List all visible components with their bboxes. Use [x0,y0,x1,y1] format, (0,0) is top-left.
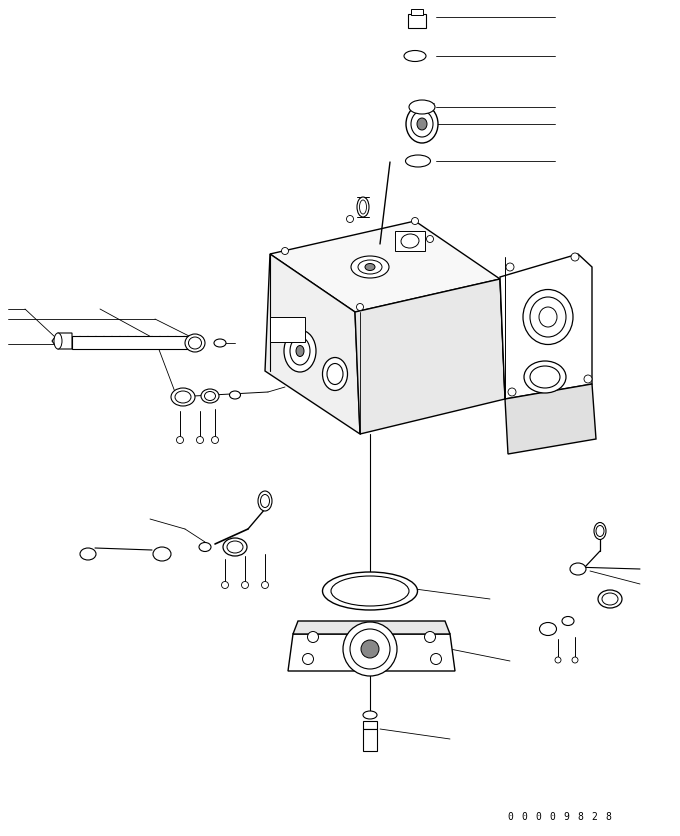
Ellipse shape [153,548,171,561]
Ellipse shape [185,334,205,353]
Text: 0: 0 [521,811,527,821]
Ellipse shape [562,617,574,626]
Circle shape [571,253,579,262]
Ellipse shape [406,106,438,144]
Circle shape [555,657,561,663]
Polygon shape [355,280,505,435]
Circle shape [262,582,269,589]
Circle shape [211,437,218,444]
Ellipse shape [598,590,622,609]
Polygon shape [505,385,596,455]
Polygon shape [270,222,500,313]
Ellipse shape [171,389,195,406]
Circle shape [361,640,379,658]
Circle shape [307,632,318,643]
Ellipse shape [365,264,375,271]
Ellipse shape [322,358,347,391]
Ellipse shape [351,257,389,278]
Bar [411,10,423,16]
Ellipse shape [594,522,606,540]
Circle shape [411,218,418,225]
Circle shape [584,375,592,384]
Circle shape [177,437,184,444]
Circle shape [282,248,288,255]
Text: 0: 0 [535,811,541,821]
Ellipse shape [524,361,566,394]
Text: 8: 8 [577,811,583,821]
Circle shape [430,654,441,665]
Circle shape [343,622,397,676]
Polygon shape [265,255,360,435]
Ellipse shape [80,548,96,560]
Ellipse shape [357,198,369,217]
Circle shape [222,582,228,589]
Ellipse shape [409,101,435,115]
Text: 0: 0 [549,811,555,821]
Ellipse shape [322,573,418,610]
Circle shape [572,657,578,663]
Ellipse shape [296,346,304,357]
Text: 2: 2 [591,811,597,821]
Bar [395,232,425,252]
Ellipse shape [523,290,573,345]
Ellipse shape [201,390,219,404]
Ellipse shape [258,492,272,512]
Circle shape [350,630,390,669]
Bar [72,337,197,349]
Bar [363,721,377,729]
Ellipse shape [223,538,247,556]
Circle shape [197,437,203,444]
Circle shape [303,654,313,665]
Circle shape [424,632,435,643]
Polygon shape [500,255,592,400]
Text: 0: 0 [507,811,513,821]
Polygon shape [293,621,450,635]
Ellipse shape [199,543,211,552]
Polygon shape [52,334,72,349]
Ellipse shape [363,711,377,719]
Circle shape [241,582,248,589]
Circle shape [506,263,514,272]
Ellipse shape [54,334,62,349]
Circle shape [347,217,354,223]
Ellipse shape [404,52,426,63]
Bar [408,15,426,29]
Ellipse shape [230,391,241,400]
Bar [363,729,377,751]
Text: 8: 8 [605,811,611,821]
Text: 9: 9 [563,811,569,821]
Polygon shape [288,635,455,671]
Ellipse shape [570,563,586,575]
Ellipse shape [405,155,430,168]
Circle shape [426,237,434,243]
Ellipse shape [214,339,226,348]
Circle shape [356,304,364,311]
Ellipse shape [539,623,556,635]
Circle shape [508,389,516,396]
Bar [270,318,305,343]
Ellipse shape [284,330,316,373]
Ellipse shape [417,119,427,131]
